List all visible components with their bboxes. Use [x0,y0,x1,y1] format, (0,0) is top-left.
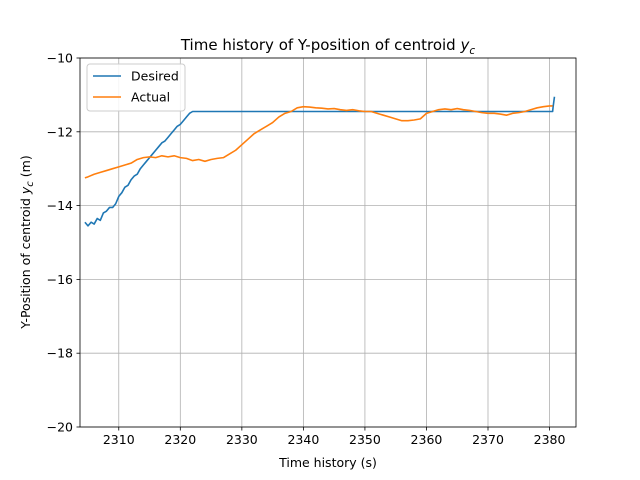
plot-frame [79,57,577,428]
y-tick-label: −12 [47,124,73,139]
series-line-desired [84,96,556,227]
x-tick-label: 2340 [287,432,319,447]
y-tick-label: −16 [47,272,73,287]
legend-label-actual: Actual [131,90,170,105]
x-tick-label: 2350 [349,432,381,447]
x-tick-label: 2330 [226,432,258,447]
axis-ticks: 2310 2320 2330 2340 2350 2360 2370 2380 −20 −18 −1… [47,51,566,448]
x-tick-label: 2380 [534,432,566,447]
series-line-actual [84,105,553,179]
y-tick-label: −20 [47,420,73,435]
legend: Desired Actual [86,63,186,112]
series-lines [84,96,556,227]
x-tick-label: 2310 [103,432,135,447]
x-tick-label: 2360 [411,432,443,447]
y-tick-label: −18 [47,346,73,361]
x-tick-label: 2320 [164,432,196,447]
chart-title: Time history of Y-position of centroid y… [180,36,476,57]
y-axis-label: Y-Position of centroid yc (m) [18,155,36,329]
y-tick-label: −14 [47,198,73,213]
legend-label-desired: Desired [131,69,179,84]
x-tick-label: 2370 [472,432,504,447]
x-axis-label: Time history (s) [278,455,377,470]
y-tick-label: −10 [47,51,73,66]
